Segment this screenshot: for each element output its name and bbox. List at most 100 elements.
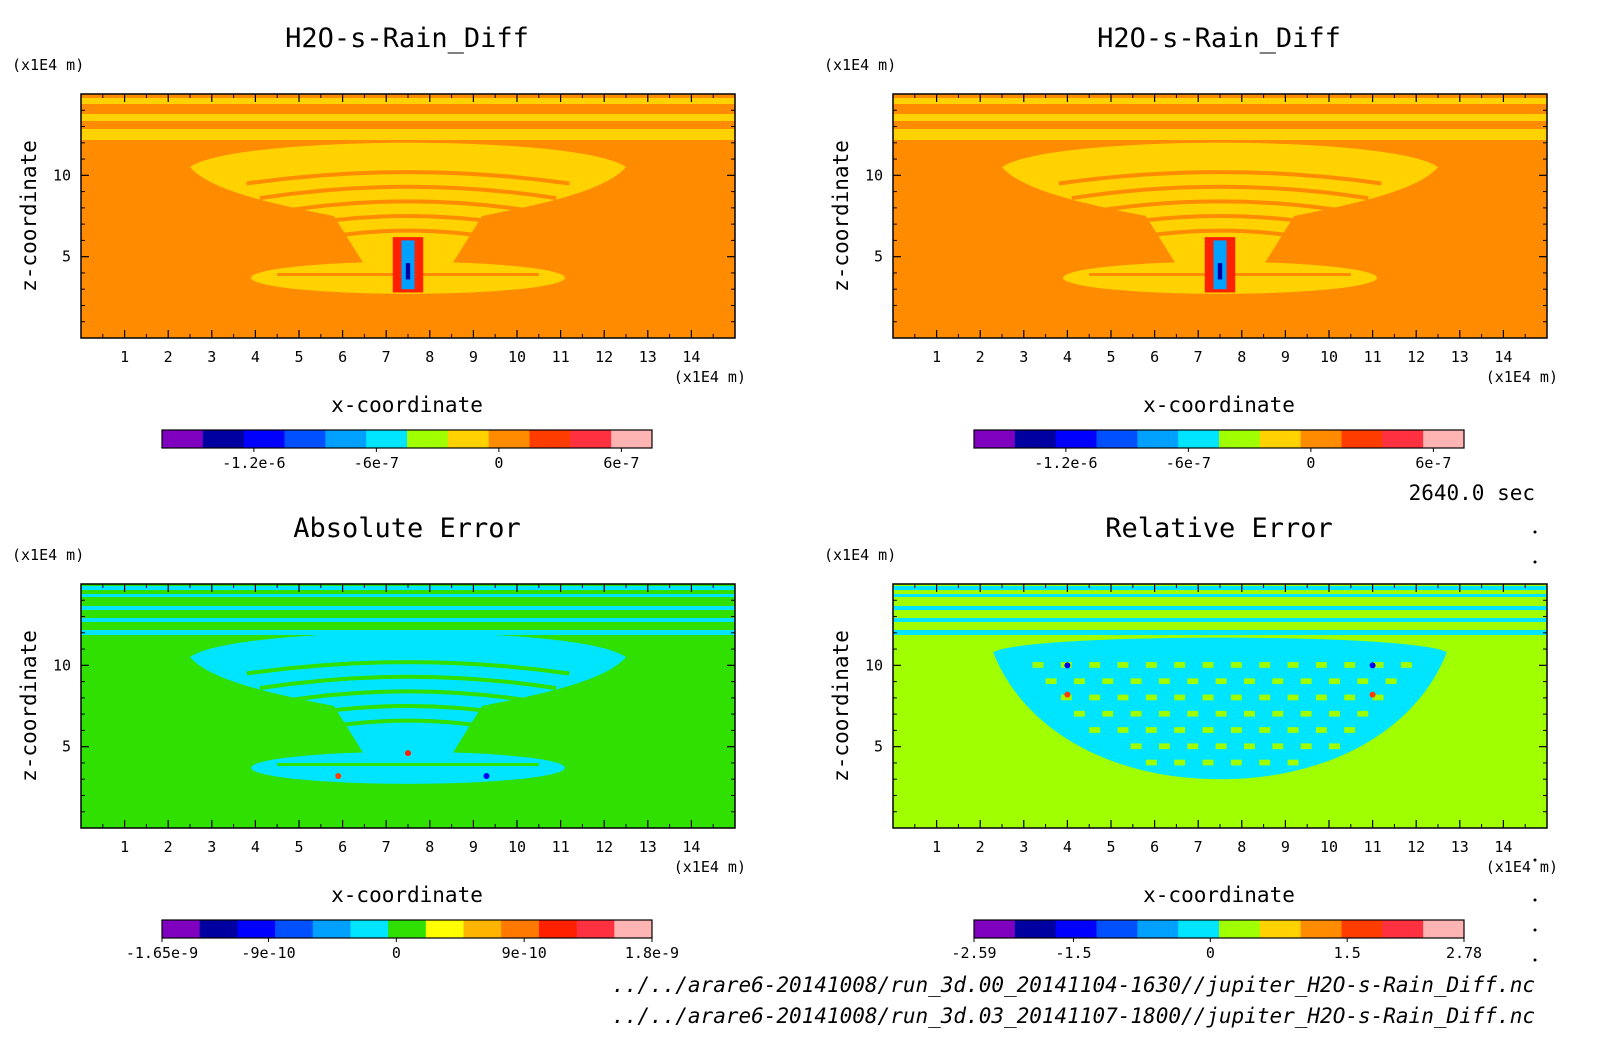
field-speckle xyxy=(1230,759,1242,766)
colorbar-swatch xyxy=(1219,920,1261,938)
field-hotspot xyxy=(405,750,411,757)
margin-dot xyxy=(1533,958,1537,962)
colorbar-swatch xyxy=(1055,430,1097,448)
y-unit-label: (x1E4 m) xyxy=(824,56,896,74)
x-tick-label: 10 xyxy=(508,348,526,366)
colorbar-swatch xyxy=(425,920,465,938)
field-lower-band xyxy=(251,751,565,784)
colorbar-swatch xyxy=(529,430,571,448)
field-speckle xyxy=(1174,662,1186,668)
colorbar-tick-label: -2.59 xyxy=(951,944,996,962)
y-tick-label: 10 xyxy=(865,166,883,184)
panel-1: H2O-s-Rain_Diff(x1E4 m)1 2 3 4 5 6 7 8 9 10 11 12 13… xyxy=(12,23,746,472)
y-tick-label: 5 xyxy=(62,248,71,266)
chart-title: Absolute Error xyxy=(293,513,521,544)
colorbar-swatch xyxy=(237,920,276,938)
field-speckle xyxy=(1158,710,1170,717)
x-tick-label: 5 xyxy=(294,838,303,856)
field-hotspot xyxy=(1369,691,1376,698)
x-tick-label: 11 xyxy=(552,348,570,366)
field-stripe xyxy=(81,114,735,121)
field-swirl xyxy=(1110,228,1330,244)
field-swirl xyxy=(298,718,518,734)
y-tick-label: 10 xyxy=(53,656,71,674)
x-axis-label: x-coordinate xyxy=(331,883,483,907)
colorbar-swatch xyxy=(1178,430,1220,448)
field-speckle xyxy=(1060,694,1072,701)
x-tick-label: 4 xyxy=(1063,348,1072,366)
field-speckle xyxy=(1287,727,1299,733)
x-tick-label: 7 xyxy=(382,838,391,856)
field-speckle xyxy=(1187,710,1199,717)
field-speckle xyxy=(1215,678,1227,685)
x-tick-label: 12 xyxy=(595,348,613,366)
field-speckle xyxy=(1230,662,1242,668)
x-tick-label: 6 xyxy=(1150,348,1159,366)
field-speckle xyxy=(1202,759,1214,766)
field-speckle xyxy=(1372,694,1384,701)
field-speckle xyxy=(1089,662,1101,668)
y-tick-label: 10 xyxy=(53,166,71,184)
field-stripe xyxy=(81,630,735,635)
x-tick-label: 6 xyxy=(1150,838,1159,856)
colorbar-swatch xyxy=(974,430,1016,448)
field-speckle xyxy=(1130,678,1142,685)
x-tick-label: 13 xyxy=(1451,838,1469,856)
colorbar-tick-label: 9e-10 xyxy=(502,944,547,962)
field-speckle xyxy=(1272,743,1284,750)
field-speckle xyxy=(1045,678,1057,685)
x-tick-label: 9 xyxy=(1281,348,1290,366)
x-tick-label: 5 xyxy=(1106,348,1115,366)
field-speckle xyxy=(1202,727,1214,733)
panel-2: H2O-s-Rain_Diff(x1E4 m)1 2 3 4 5 6 7 8 9 10 11 12 13… xyxy=(824,23,1558,472)
field-swirl xyxy=(259,674,557,691)
field-speckle xyxy=(1117,694,1129,701)
colorbar-tick-label: 1.5 xyxy=(1334,944,1361,962)
field-swirl xyxy=(1058,170,1382,186)
x-tick-label: 10 xyxy=(508,838,526,856)
margin-dot xyxy=(1533,560,1537,564)
file-path-2: ../../arare6-20141008/run_3d.03_20141107… xyxy=(612,1004,1535,1028)
field-speckle xyxy=(1357,678,1369,685)
colorbar-swatch xyxy=(1055,920,1097,938)
field-speckle xyxy=(1230,694,1242,701)
field-speckle xyxy=(1089,694,1101,701)
x-tick-label: 2 xyxy=(164,348,173,366)
field-speckle xyxy=(1259,662,1271,668)
colorbar-frame xyxy=(161,919,653,939)
field-speckle xyxy=(1243,743,1255,750)
x-tick-label: 3 xyxy=(207,838,216,856)
x-tick-label: 11 xyxy=(1364,348,1382,366)
field-speckle xyxy=(1344,662,1356,668)
colorbar-tick-label: -1.65e-9 xyxy=(126,944,198,962)
colorbar-swatch xyxy=(1137,920,1179,938)
colorbar-tick-label: 6e-7 xyxy=(1415,454,1451,472)
x-unit-label: (x1E4 m) xyxy=(1486,858,1558,876)
field-swirl xyxy=(246,170,570,186)
field-speckle xyxy=(1145,694,1157,701)
chart-title: H2O-s-Rain_Diff xyxy=(285,23,529,54)
colorbar-tick-label: -6e-7 xyxy=(1166,454,1211,472)
field-speckle xyxy=(1158,678,1170,685)
x-tick-label: 1 xyxy=(932,838,941,856)
field-speckle xyxy=(1300,710,1312,717)
x-tick-label: 4 xyxy=(251,348,260,366)
x-axis-label: x-coordinate xyxy=(331,393,483,417)
margin-dot xyxy=(1533,898,1537,902)
x-tick-label: 13 xyxy=(639,838,657,856)
colorbar-swatch xyxy=(275,920,314,938)
colorbar-swatch xyxy=(1382,430,1424,448)
colorbar-swatch xyxy=(501,920,540,938)
field-swirl xyxy=(272,689,544,705)
x-tick-label: 8 xyxy=(425,348,434,366)
colorbar-swatch xyxy=(162,920,201,938)
field-stripe xyxy=(81,98,735,104)
colorbar-tick-label: 0 xyxy=(1306,454,1315,472)
field-stripe xyxy=(893,594,1547,597)
field-swirl xyxy=(285,214,531,230)
field-coldspot xyxy=(1369,662,1376,669)
field-speckle xyxy=(1272,678,1284,685)
y-axis-label: z-coordinate xyxy=(17,140,41,292)
